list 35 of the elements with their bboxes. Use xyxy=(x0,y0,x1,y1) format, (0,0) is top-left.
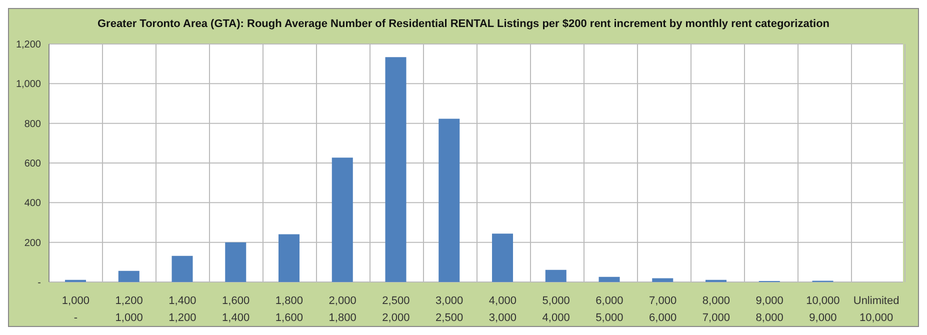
bar xyxy=(545,270,566,282)
x-tick-label: 4,000 3,000 xyxy=(488,295,516,324)
x-tick-label: Unlimited 10,000 xyxy=(853,295,900,324)
y-tick-label: 200 xyxy=(24,238,42,249)
x-tick-label: 1,400 1,200 xyxy=(168,295,196,324)
bar xyxy=(438,118,460,282)
bar xyxy=(385,57,406,282)
x-tick-label: 3,000 2,500 xyxy=(436,295,464,324)
x-tick-label: 1,600 1,400 xyxy=(222,295,250,324)
y-tick-label: 600 xyxy=(24,158,42,170)
bar xyxy=(492,234,514,282)
x-tick-label: 10,000 9,000 xyxy=(806,295,840,324)
text: 1,200 xyxy=(16,40,41,51)
x-tick-label: 1,800 1,600 xyxy=(275,295,303,324)
y-tick-label: 800 xyxy=(24,118,42,130)
y-tick-label: - xyxy=(38,278,41,289)
y-tick-label: 400 xyxy=(24,198,42,210)
bar xyxy=(118,270,140,282)
x-tick-label: 1,200 1,000 xyxy=(115,295,143,324)
bar xyxy=(652,278,674,282)
x-tick-label: 5,000 4,000 xyxy=(542,295,570,324)
text: 1,000 xyxy=(16,79,41,90)
x-tick-label: 2,000 1,800 xyxy=(328,295,356,324)
x-tick-label: 6,000 5,000 xyxy=(596,295,624,324)
chart-title: Greater Toronto Area (GTA): Rough Average Number of Residential RENTAL Listings per $200 rent increment by monthly rent categorization xyxy=(96,17,831,32)
x-tick-label: 2,500 2,000 xyxy=(382,295,410,324)
x-tick-label: 9,000 8,000 xyxy=(756,295,784,324)
x-tick-label: 7,000 6,000 xyxy=(649,295,677,324)
bar xyxy=(598,276,620,282)
bar xyxy=(225,242,246,282)
bar xyxy=(332,158,353,282)
bar xyxy=(172,256,193,282)
x-tick-label: 1,000 - xyxy=(62,295,90,324)
bar xyxy=(278,234,300,282)
x-tick-label: 8,000 7,000 xyxy=(702,295,730,324)
